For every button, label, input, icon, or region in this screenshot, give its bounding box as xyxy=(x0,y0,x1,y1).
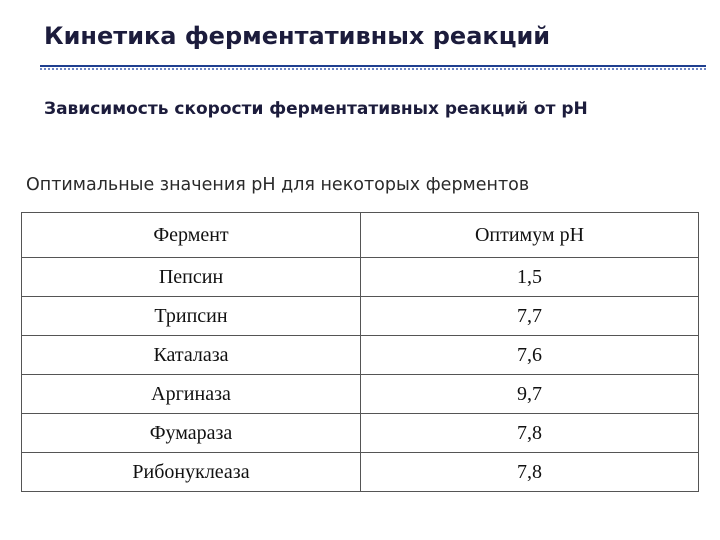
enzyme-name-cell: Аргиназа xyxy=(21,374,361,414)
table-caption: Оптимальные значения рН для некоторых фе… xyxy=(26,175,530,195)
ph-value-cell: 7,7 xyxy=(360,296,699,336)
enzyme-name-cell: Фумараза xyxy=(21,413,361,453)
header-enzyme: Фермент xyxy=(21,212,361,258)
enzyme-ph-table: Фермент Оптимум рН Пепсин 1,5 Трипсин 7,… xyxy=(21,212,699,492)
table-row: Каталаза 7,6 xyxy=(21,335,699,375)
enzyme-name-cell: Пепсин xyxy=(21,257,361,297)
ph-value-cell: 7,8 xyxy=(360,452,699,492)
ph-value-cell: 9,7 xyxy=(360,374,699,414)
title-underline-dotted xyxy=(40,68,706,70)
table-row: Трипсин 7,7 xyxy=(21,296,699,336)
table-row: Рибонуклеаза 7,8 xyxy=(21,452,699,492)
slide-subtitle: Зависимость скорости ферментативных реак… xyxy=(44,99,588,119)
enzyme-name-cell: Трипсин xyxy=(21,296,361,336)
table-row: Аргиназа 9,7 xyxy=(21,374,699,414)
table-row: Пепсин 1,5 xyxy=(21,257,699,297)
title-underline-solid xyxy=(40,65,706,67)
ph-value-cell: 7,8 xyxy=(360,413,699,453)
ph-value-cell: 7,6 xyxy=(360,335,699,375)
header-optimum-ph: Оптимум рН xyxy=(360,212,699,258)
enzyme-name-cell: Каталаза xyxy=(21,335,361,375)
enzyme-name-cell: Рибонуклеаза xyxy=(21,452,361,492)
table-row: Фумараза 7,8 xyxy=(21,413,699,453)
slide-title: Кинетика ферментативных реакций xyxy=(44,22,551,50)
ph-value-cell: 1,5 xyxy=(360,257,699,297)
title-underline xyxy=(40,65,706,71)
table-header-row: Фермент Оптимум рН xyxy=(21,212,699,258)
